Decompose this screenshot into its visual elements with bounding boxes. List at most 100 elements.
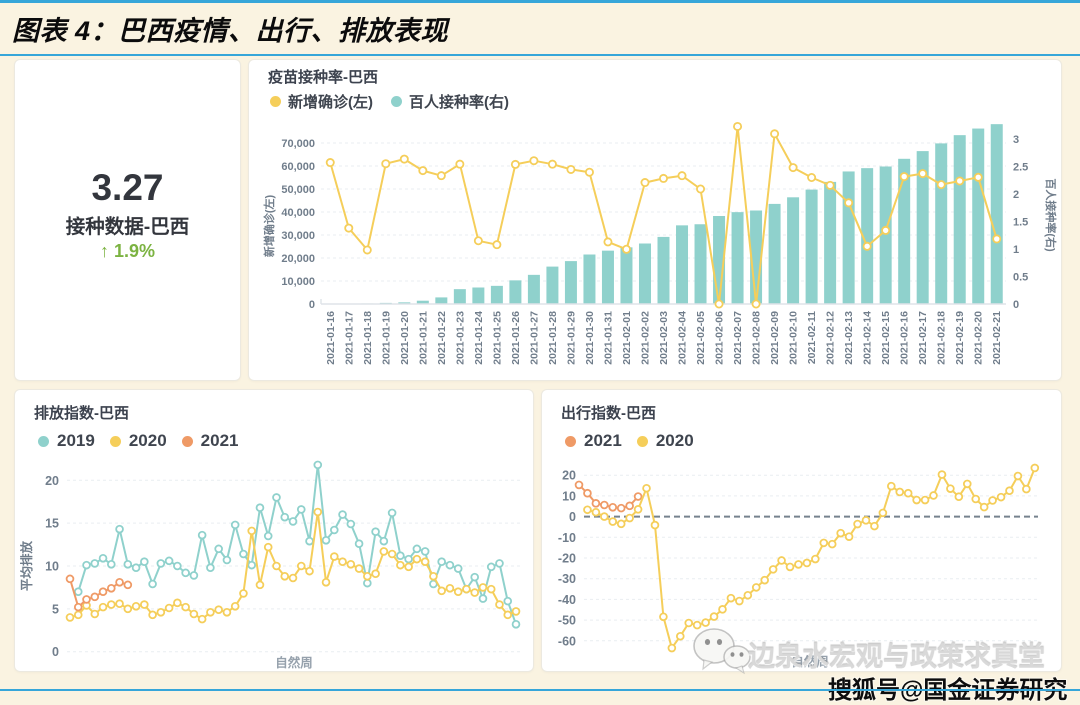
svg-text:新增确诊(左): 新增确诊(左) xyxy=(262,195,276,258)
svg-text:0: 0 xyxy=(569,510,576,524)
axis-lines xyxy=(320,299,1006,305)
svg-text:50,000: 50,000 xyxy=(281,184,315,196)
svg-text:1: 1 xyxy=(1013,244,1019,256)
y-axis-tick-labels: 20 10 0 -10 -20 -30 -40 -50 -60 xyxy=(558,469,576,649)
legend-label: 2019 xyxy=(57,431,95,450)
svg-text:2021-02-02: 2021-02-02 xyxy=(639,311,651,365)
travel-legend-item-1[interactable]: 2021 xyxy=(565,431,637,451)
legend-label: 百人接种率(右) xyxy=(409,94,509,111)
series-2020 xyxy=(65,507,521,624)
figure-title: 图表 4：巴西疫情、出行、排放表现 xyxy=(12,16,449,46)
emission-chart-title: 排放指数-巴西 xyxy=(34,405,129,422)
svg-text:2021-02-10: 2021-02-10 xyxy=(788,311,800,365)
svg-text:2021-01-31: 2021-01-31 xyxy=(602,311,614,365)
gridlines xyxy=(67,479,521,653)
legend-label: 2021 xyxy=(200,431,239,450)
legend-dot-icon xyxy=(109,435,121,447)
bottom-accent-line xyxy=(0,689,1080,691)
svg-text:2021-01-23: 2021-01-23 xyxy=(454,311,466,365)
legend-dot-icon xyxy=(636,435,648,447)
series-2021 xyxy=(574,480,643,513)
svg-text:2021-01-30: 2021-01-30 xyxy=(584,311,596,365)
vaccination-legend-item-1[interactable]: 新增确诊(左) xyxy=(270,91,391,112)
travel-legend-item-2[interactable]: 2020 xyxy=(636,431,709,451)
kpi-value: 3.27 xyxy=(91,167,164,208)
kpi-card: 3.27 接种数据-巴西 ↑ 1.9% xyxy=(14,59,241,381)
up-arrow-icon: ↑ xyxy=(99,241,109,261)
svg-text:40,000: 40,000 xyxy=(281,207,315,219)
line-series-new-cases xyxy=(325,121,1002,309)
svg-text:5: 5 xyxy=(52,602,59,616)
svg-text:0.5: 0.5 xyxy=(1013,272,1028,284)
svg-text:2: 2 xyxy=(1013,189,1019,201)
travel-chart-plot: 20 10 0 -10 -20 -30 -40 -50 -60 自然周 xyxy=(558,463,1040,669)
svg-text:2021-01-22: 2021-01-22 xyxy=(436,311,448,365)
svg-text:2021-01-29: 2021-01-29 xyxy=(565,311,577,365)
svg-text:20,000: 20,000 xyxy=(281,253,315,265)
svg-text:2021-02-06: 2021-02-06 xyxy=(714,311,726,365)
svg-text:70,000: 70,000 xyxy=(281,138,315,150)
svg-text:0: 0 xyxy=(1013,299,1019,311)
legend-dot-icon xyxy=(565,435,576,447)
legend-label: 2020 xyxy=(128,431,167,450)
svg-text:2021-02-11: 2021-02-11 xyxy=(806,311,818,364)
svg-text:2021-01-20: 2021-01-20 xyxy=(399,311,411,365)
series-2020 xyxy=(583,463,1040,653)
svg-text:2021-01-27: 2021-01-27 xyxy=(528,311,540,365)
emission-legend: 2019 2020 2021 xyxy=(38,431,253,451)
svg-text:0: 0 xyxy=(52,645,59,659)
title-underline xyxy=(0,54,1080,56)
svg-text:2021-02-13: 2021-02-13 xyxy=(843,311,855,365)
svg-text:2021-01-18: 2021-01-18 xyxy=(362,311,374,365)
svg-text:2021-01-21: 2021-01-21 xyxy=(417,311,429,365)
svg-text:2021-02-21: 2021-02-21 xyxy=(991,311,1003,365)
svg-text:2.5: 2.5 xyxy=(1013,162,1028,174)
svg-text:2021-02-12: 2021-02-12 xyxy=(825,311,837,365)
svg-text:10: 10 xyxy=(562,489,576,503)
legend-label: 2020 xyxy=(655,431,694,450)
svg-text:2021-02-05: 2021-02-05 xyxy=(695,311,707,365)
emission-legend-item-1[interactable]: 2019 xyxy=(38,431,110,451)
line-series xyxy=(65,460,521,629)
svg-text:30,000: 30,000 xyxy=(281,230,315,242)
emission-legend-item-3[interactable]: 2021 xyxy=(181,431,254,451)
svg-text:0: 0 xyxy=(309,299,315,311)
travel-legend: 2021 2020 xyxy=(565,431,709,451)
svg-text:2021-02-01: 2021-02-01 xyxy=(621,311,633,365)
svg-text:-60: -60 xyxy=(558,634,576,648)
x-axis-date-labels: 2021-01-16 2021-01-17 2021-01-18 2021-01-19… xyxy=(325,311,1003,365)
legend-dot-icon xyxy=(181,435,193,447)
emission-legend-item-2[interactable]: 2020 xyxy=(109,431,182,451)
bar-series-vaccination-rate xyxy=(324,124,1003,305)
legend-dot-icon xyxy=(391,96,402,107)
svg-text:2021-02-15: 2021-02-15 xyxy=(880,311,892,365)
svg-text:1.5: 1.5 xyxy=(1013,217,1028,229)
svg-text:20: 20 xyxy=(562,469,576,483)
svg-text:60,000: 60,000 xyxy=(281,161,315,173)
travel-chart-card: 出行指数-巴西 2021 2020 20 10 0 -10 -20 -30 -40 -50 -60… xyxy=(541,389,1062,672)
vaccination-legend: 新增确诊(左) 百人接种率(右) xyxy=(270,91,527,112)
svg-text:20: 20 xyxy=(45,474,59,488)
svg-text:2021-02-04: 2021-02-04 xyxy=(677,311,689,365)
svg-text:2021-01-17: 2021-01-17 xyxy=(343,311,355,365)
svg-text:3: 3 xyxy=(1013,134,1019,146)
svg-text:-40: -40 xyxy=(558,593,576,607)
vaccination-chart-card: 疫苗接种率-巴西 新增确诊(左) 百人接种率(右) 0 10,000 20,000 30… xyxy=(248,59,1062,381)
line-series xyxy=(574,463,1040,653)
kpi-delta-value: 1.9% xyxy=(113,241,156,261)
svg-text:10,000: 10,000 xyxy=(281,276,315,288)
top-accent-line xyxy=(0,0,1080,3)
kpi-delta: ↑ 1.9% xyxy=(15,241,240,262)
svg-text:2021-01-28: 2021-01-28 xyxy=(547,311,559,365)
series-2021 xyxy=(65,574,133,612)
svg-text:2021-02-20: 2021-02-20 xyxy=(973,311,985,365)
svg-text:2021-02-16: 2021-02-16 xyxy=(899,311,911,365)
vaccination-chart-title: 疫苗接种率-巴西 xyxy=(268,69,378,86)
svg-text:自然周: 自然周 xyxy=(275,655,313,670)
svg-text:2021-02-18: 2021-02-18 xyxy=(936,311,948,365)
legend-label: 2021 xyxy=(584,431,622,450)
axis-name-labels: 新增确诊(左) 百人接种率(右) xyxy=(262,178,1058,257)
vaccination-legend-item-2[interactable]: 百人接种率(右) xyxy=(391,91,527,112)
svg-text:2021-02-14: 2021-02-14 xyxy=(862,311,874,365)
